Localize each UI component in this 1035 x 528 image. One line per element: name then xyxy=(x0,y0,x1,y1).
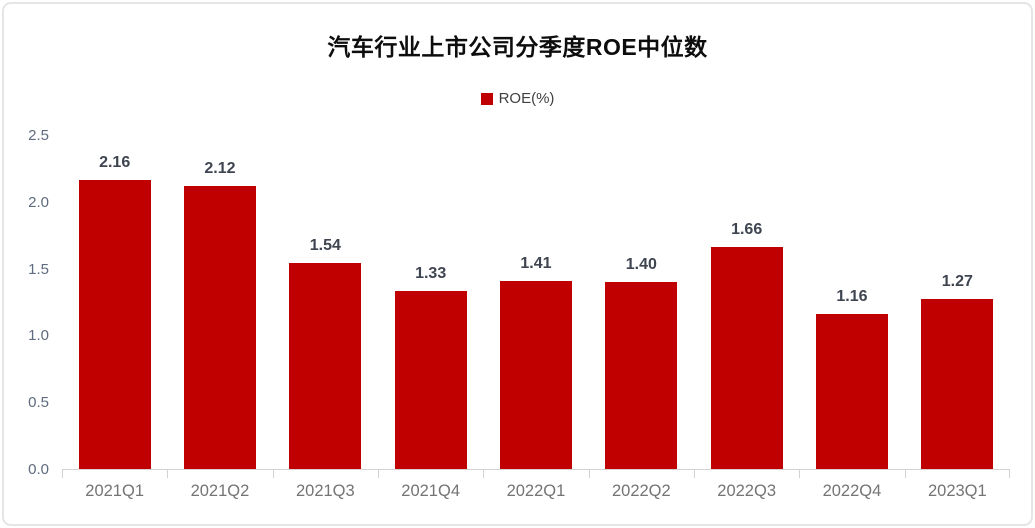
y-tick-label: 0.0 xyxy=(28,461,49,478)
x-axis-tick xyxy=(1009,470,1010,478)
bar-value-label: 1.41 xyxy=(520,255,552,272)
x-axis-tick xyxy=(694,470,695,478)
y-tick-label: 0.5 xyxy=(28,394,49,412)
y-tick-label: 2.5 xyxy=(28,127,49,144)
x-axis-tick xyxy=(273,470,274,478)
legend-label: ROE(%) xyxy=(498,90,555,107)
x-tick-label: 2023Q1 xyxy=(927,482,987,500)
y-tick-label: 1.5 xyxy=(28,260,49,278)
chart-title: 汽车行业上市公司分季度ROE中位数 xyxy=(327,34,708,60)
x-tick-label: 2021Q3 xyxy=(295,482,355,500)
bar-value-label: 2.12 xyxy=(204,160,236,177)
bar-2022Q3 xyxy=(710,247,783,469)
x-axis-tick xyxy=(167,470,168,478)
bar-2023Q1 xyxy=(921,299,994,469)
x-axis-tick xyxy=(378,470,379,478)
x-axis-tick xyxy=(905,470,906,478)
legend: ROE(%) xyxy=(4,90,1031,107)
bar-value-label: 1.33 xyxy=(415,265,447,282)
bar-value-label: 1.54 xyxy=(309,237,341,254)
x-tick-label: 2022Q3 xyxy=(717,482,776,500)
bar-2021Q1 xyxy=(78,180,151,469)
bar-2022Q2 xyxy=(605,282,678,469)
bar-value-label: 2.16 xyxy=(99,154,131,171)
legend-swatch-icon xyxy=(480,92,493,105)
x-tick-label: 2021Q1 xyxy=(85,482,144,500)
y-tick-label: 1.0 xyxy=(28,327,49,345)
bar-value-label: 1.66 xyxy=(731,221,763,238)
bar-2021Q4 xyxy=(394,291,467,469)
x-axis-tick xyxy=(799,470,800,478)
plot-area: 2.16 2.12 1.54 1.33 1.41 1.40 1.66 1.16 1.27 xyxy=(62,136,1010,478)
bar-2022Q1 xyxy=(500,281,572,469)
x-tick-label: 2022Q1 xyxy=(506,482,566,500)
y-tick-label: 2.0 xyxy=(28,193,49,211)
bar-value-label: 1.27 xyxy=(941,273,973,290)
bar-value-label: 1.40 xyxy=(625,256,657,273)
x-axis-tick xyxy=(483,470,484,478)
x-axis-tick xyxy=(589,470,590,478)
x-tick-label: 2022Q2 xyxy=(611,482,671,500)
x-tick-label: 2022Q4 xyxy=(822,482,882,500)
x-axis-tick xyxy=(62,470,63,478)
bar-2021Q3 xyxy=(289,263,362,469)
x-tick-label: 2021Q2 xyxy=(190,482,250,500)
x-tick-label: 2021Q4 xyxy=(401,482,460,500)
bar-2022Q4 xyxy=(816,314,888,469)
bar-2021Q2 xyxy=(184,186,256,469)
bar-value-label: 1.16 xyxy=(836,288,868,305)
